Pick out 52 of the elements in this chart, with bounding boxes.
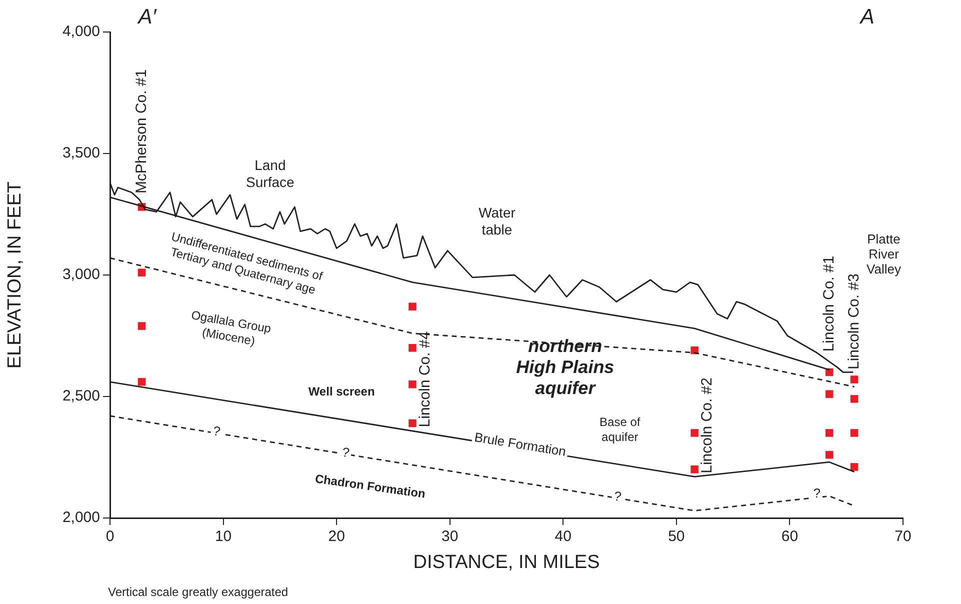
point xyxy=(138,322,146,330)
annotation: ? xyxy=(813,485,821,501)
point xyxy=(408,302,416,310)
annotation: Ogallala Group (Miocene) xyxy=(190,308,272,348)
text: A′ xyxy=(136,5,158,28)
y-tick-label: 3,000 xyxy=(62,266,100,284)
x-tick-label: 20 xyxy=(328,528,345,546)
point xyxy=(825,390,834,398)
annotation: ? xyxy=(341,444,351,460)
annotation: Water table xyxy=(478,204,516,238)
y-tick-label: 3,500 xyxy=(62,144,100,162)
point xyxy=(850,376,858,384)
point xyxy=(850,463,858,471)
point xyxy=(408,419,416,428)
point xyxy=(825,368,834,376)
point xyxy=(850,429,858,437)
point xyxy=(825,429,834,437)
x-tick-label: 10 xyxy=(214,528,232,546)
point xyxy=(408,380,416,388)
point xyxy=(690,466,698,474)
point xyxy=(850,395,858,403)
text: Lincoln Co. #2 xyxy=(698,377,716,474)
text: Lincoln Co. #3 xyxy=(845,274,862,370)
x-tick-label: 50 xyxy=(668,528,685,546)
y-axis-title: ELEVATION, IN FEET xyxy=(4,181,26,369)
y-tick-label: 2,000 xyxy=(62,509,100,526)
point xyxy=(825,450,834,459)
point xyxy=(690,429,698,437)
annotation: Well screen xyxy=(308,384,375,398)
point xyxy=(408,344,416,352)
y-tick-label: 4,000 xyxy=(62,23,100,40)
annotation: Chadron Formation xyxy=(314,472,426,501)
text: McPherson Co. #1 xyxy=(132,69,150,194)
x-tick-label: 40 xyxy=(554,528,572,546)
annotation: ? xyxy=(612,488,622,504)
text: A xyxy=(858,5,874,28)
x-axis-title: DISTANCE, IN MILES xyxy=(413,552,600,573)
x-tick-label: 0 xyxy=(106,528,114,546)
annotation: Brule Formation xyxy=(473,429,568,459)
point xyxy=(138,378,146,386)
annotation: Land Surface xyxy=(246,157,295,190)
annotation: ? xyxy=(212,423,222,440)
text: Vertical scale greatly exaggerated xyxy=(108,585,288,599)
y-tick-label: 2,500 xyxy=(62,388,100,405)
x-tick-label: 70 xyxy=(894,528,912,546)
x-tick-label: 60 xyxy=(781,528,798,546)
text: Lincoln Co. #1 xyxy=(820,256,838,352)
annotation: Base of aquifer xyxy=(600,414,641,444)
annotation: northern High Plains aquifer xyxy=(516,336,614,398)
x-tick-label: 30 xyxy=(442,528,458,546)
point xyxy=(138,268,146,276)
annotation: Platte River Valley xyxy=(866,232,902,277)
